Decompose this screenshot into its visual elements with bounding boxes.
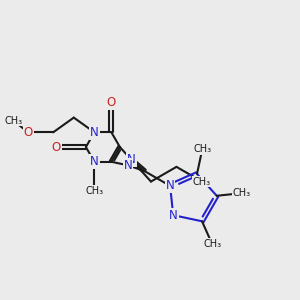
Text: CH₃: CH₃ [85,186,103,196]
Text: N: N [90,155,99,168]
Text: N: N [127,153,136,166]
Text: CH₃: CH₃ [203,239,221,249]
Text: CH₃: CH₃ [4,116,22,126]
Text: N: N [166,179,175,192]
Text: CH₃: CH₃ [193,177,211,187]
Text: CH₃: CH₃ [193,144,211,154]
Text: N: N [90,126,99,139]
Text: N: N [169,209,178,222]
Text: O: O [52,141,61,154]
Text: O: O [107,96,116,110]
Text: O: O [23,126,33,139]
Text: N: N [124,159,132,172]
Text: CH₃: CH₃ [232,188,251,198]
